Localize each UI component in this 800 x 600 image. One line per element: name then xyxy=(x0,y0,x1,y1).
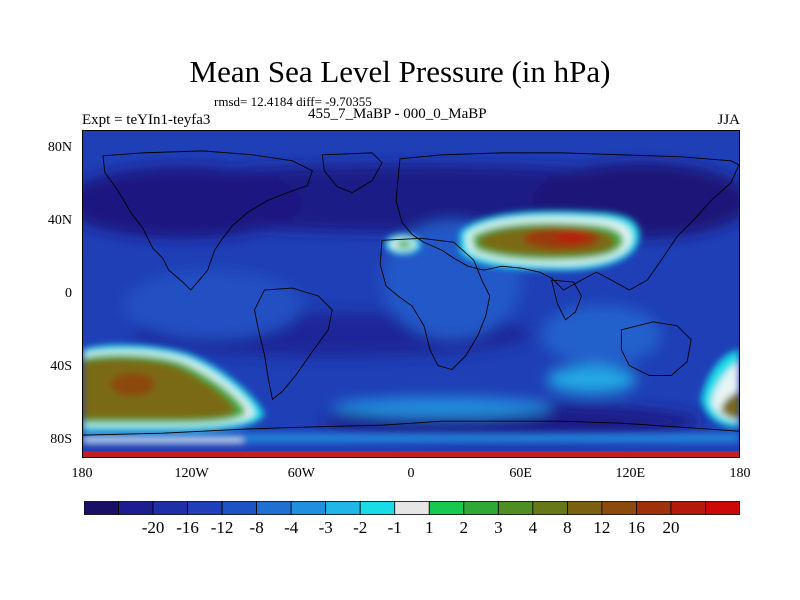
spac-high-core xyxy=(110,372,155,397)
lon-tick-label: 0 xyxy=(407,466,415,481)
colorbar-box xyxy=(325,501,361,515)
colorbar-box xyxy=(566,501,603,515)
colorbar-label: -8 xyxy=(249,518,264,537)
lon-tick-label: 60E xyxy=(509,466,532,481)
light-zone-southern xyxy=(332,397,552,418)
colorbar-box xyxy=(463,501,499,515)
colorbar-label: 1 xyxy=(425,518,434,537)
south-america-outline xyxy=(254,287,333,401)
colorbar-box xyxy=(636,501,672,515)
africa-outline xyxy=(379,237,491,371)
colorbar-box xyxy=(221,501,258,515)
colorbar-box xyxy=(187,501,223,515)
india-outline xyxy=(550,279,582,321)
lon-tick-label: 180 xyxy=(71,466,93,481)
colorbar-box xyxy=(497,501,534,515)
colorbar-box xyxy=(601,501,637,515)
colorbar-label: -12 xyxy=(210,518,234,537)
spac-high-olive xyxy=(83,358,237,420)
figure-title: Mean Sea Level Pressure (in hPa) xyxy=(189,54,611,89)
colorbar-label: 8 xyxy=(563,518,572,537)
colorbar-box xyxy=(290,501,327,515)
eurasia-outline xyxy=(395,152,739,291)
colorbar-label: 12 xyxy=(593,518,611,537)
australia-outline xyxy=(620,321,692,376)
colorbar-box xyxy=(152,501,188,515)
colorbar-label: -20 xyxy=(141,518,165,537)
antarctic-band xyxy=(83,433,739,444)
colorbar-label: -2 xyxy=(353,518,368,537)
colorbar-box xyxy=(394,501,430,515)
lon-tick-label: 60W xyxy=(287,466,315,481)
north-america-outline xyxy=(102,150,313,291)
greenland-outline xyxy=(321,152,383,194)
se-high-olive xyxy=(721,391,739,420)
lon-tick-label: 180 xyxy=(729,466,751,481)
colorbar-label: -4 xyxy=(284,518,299,537)
colorbar-label: -1 xyxy=(387,518,402,537)
season-label: JJA xyxy=(717,112,740,128)
light-zone-south-indian xyxy=(546,365,637,394)
colorbar-box xyxy=(532,501,568,515)
colorbar-label: -3 xyxy=(318,518,333,537)
asia-high-peak xyxy=(555,232,588,243)
lon-tick-label: 120W xyxy=(174,466,209,481)
colorbar-label: 16 xyxy=(627,518,645,537)
colorbar-box xyxy=(84,501,119,515)
colorbar-label: -16 xyxy=(176,518,199,537)
colorbar-box xyxy=(670,501,706,515)
light-zone-pacific xyxy=(122,270,303,340)
colorbar-label: 4 xyxy=(528,518,538,537)
stats-label: rmsd= 12.4184 diff= -9.70355 xyxy=(214,94,372,109)
lat-tick-label: 40N xyxy=(47,213,72,229)
antarctic-white-line xyxy=(83,439,243,444)
experiment-label: Expt = teYIn1-teyfa3 xyxy=(82,112,211,128)
dark-band-northwest xyxy=(83,166,303,239)
difference-label: 455_7_MaBP - 000_0_MaBP xyxy=(308,106,487,122)
lon-tick-label: 120E xyxy=(615,466,646,481)
colorbar-box xyxy=(256,501,292,515)
lat-tick-label: 80S xyxy=(50,431,72,447)
colorbar-box xyxy=(359,501,396,515)
light-zone-indian xyxy=(541,304,662,365)
colorbar-label: 20 xyxy=(662,518,680,537)
colorbar xyxy=(84,501,740,515)
pressure-anomaly-map xyxy=(82,130,740,458)
colorbar-label: 2 xyxy=(459,518,469,537)
colorbar-box xyxy=(118,501,154,515)
lat-tick-label: 40S xyxy=(50,358,72,374)
antarctica-outline xyxy=(83,420,739,436)
lat-tick-label: 0 xyxy=(65,286,72,301)
coastlines xyxy=(83,150,739,436)
bottom-edge-strip xyxy=(83,451,739,457)
colorbar-box xyxy=(428,501,465,515)
colorbar-label: 3 xyxy=(494,518,503,537)
med-high-core xyxy=(396,240,412,249)
colorbar-box xyxy=(705,501,740,515)
lat-tick-label: 80N xyxy=(47,140,72,156)
